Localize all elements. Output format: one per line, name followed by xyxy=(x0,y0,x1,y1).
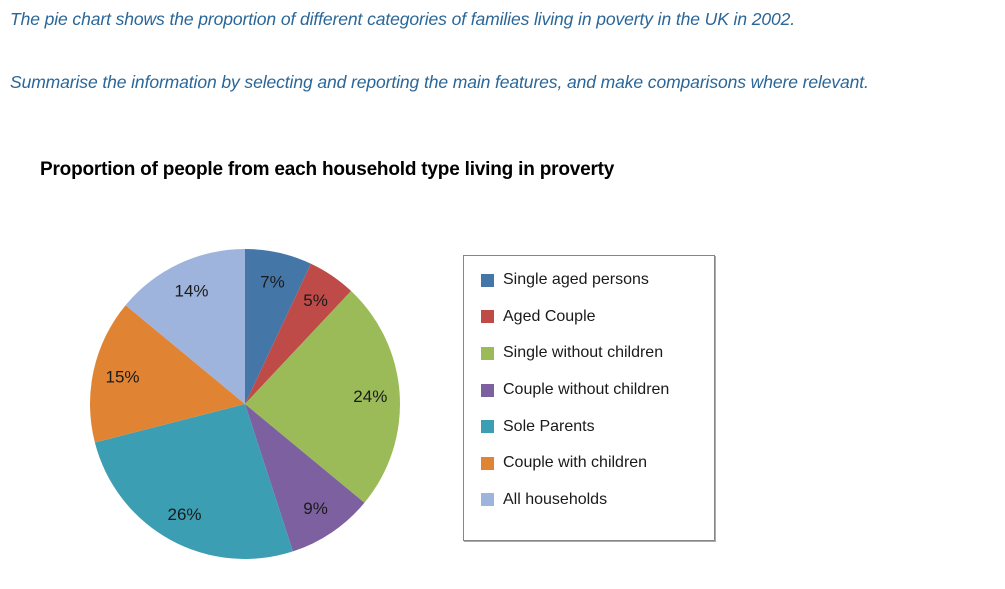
legend-label: All households xyxy=(503,490,608,508)
chart-legend: Single aged persons Aged Couple Single wit… xyxy=(463,255,715,541)
pie-data-label: 14% xyxy=(174,281,208,300)
pie-slice xyxy=(245,263,352,404)
pie-slice xyxy=(245,291,400,503)
legend-item: Couple with children xyxy=(481,445,714,482)
legend-swatch xyxy=(481,273,494,287)
pie-chart: 7% 5% 24% 9% 26% 15% 14% xyxy=(89,249,400,559)
pie-slice xyxy=(245,404,365,552)
legend-label: Single without children xyxy=(503,344,664,362)
pie-data-label: 24% xyxy=(353,387,387,406)
task-description-text: The pie chart shows the proportion of di… xyxy=(10,9,796,29)
legend-item: Aged Couple xyxy=(481,299,714,336)
legend-item: Single without children xyxy=(481,335,714,372)
pie-data-label: 15% xyxy=(105,368,139,387)
legend-swatch xyxy=(481,383,494,397)
legend-label: Single aged persons xyxy=(503,271,649,289)
legend-label: Aged Couple xyxy=(503,307,596,325)
pie-data-label: 5% xyxy=(303,291,328,310)
chart-title: Proportion of people from each household… xyxy=(40,159,615,180)
legend-label: Couple with children xyxy=(503,454,648,472)
pie-slice xyxy=(125,249,245,404)
pie-slice xyxy=(245,249,311,404)
pie-data-label: 9% xyxy=(303,499,328,518)
legend-swatch xyxy=(481,310,494,324)
pie-data-label: 26% xyxy=(167,505,201,524)
legend-item: Single aged persons xyxy=(481,262,714,299)
legend-swatch xyxy=(481,420,494,434)
legend-item: Couple without children xyxy=(481,372,714,409)
legend-item: Sole Parents xyxy=(481,408,714,445)
pie-data-label: 7% xyxy=(260,272,285,291)
pie-slice xyxy=(94,404,293,559)
legend-swatch xyxy=(481,493,494,507)
legend-swatch xyxy=(481,346,494,360)
legend-item: All households xyxy=(481,482,714,519)
pie-slice xyxy=(89,305,246,443)
legend-label: Couple without children xyxy=(503,381,670,399)
legend-label: Sole Parents xyxy=(503,417,595,435)
task-instruction-text: Summarise the information by selecting a… xyxy=(10,72,869,92)
legend-swatch xyxy=(481,456,494,470)
